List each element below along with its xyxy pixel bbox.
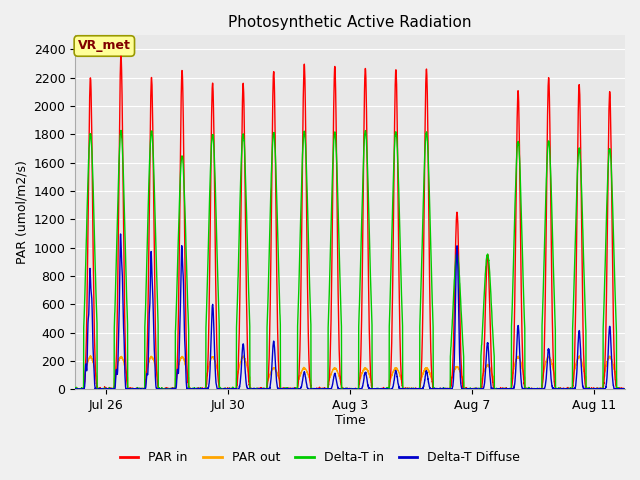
- Legend: PAR in, PAR out, Delta-T in, Delta-T Diffuse: PAR in, PAR out, Delta-T in, Delta-T Dif…: [115, 446, 525, 469]
- Text: VR_met: VR_met: [78, 39, 131, 52]
- X-axis label: Time: Time: [335, 414, 365, 427]
- Y-axis label: PAR (umol/m2/s): PAR (umol/m2/s): [15, 160, 28, 264]
- Title: Photosynthetic Active Radiation: Photosynthetic Active Radiation: [228, 15, 472, 30]
